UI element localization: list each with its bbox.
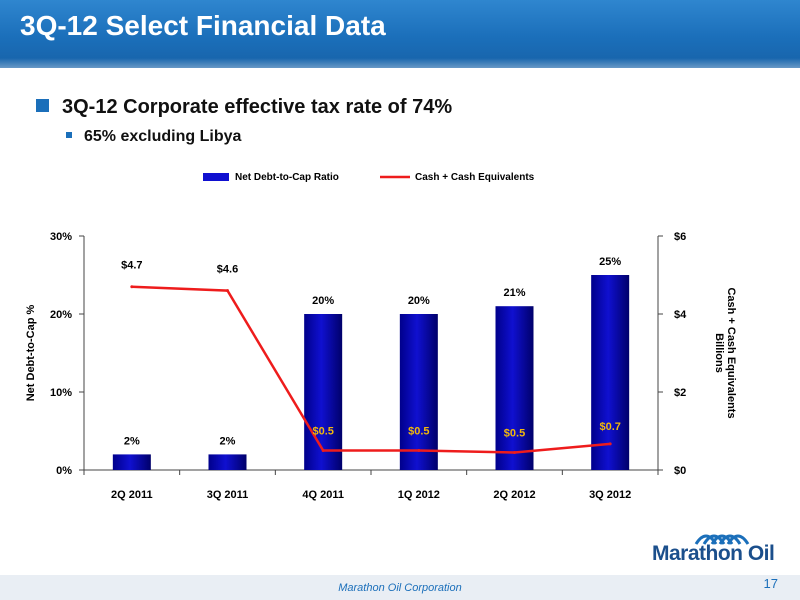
cash-value-label: $4.7 (121, 260, 142, 272)
x-tick-label: 3Q 2011 (207, 489, 249, 501)
footer-company: Marathon Oil Corporation (338, 582, 462, 594)
bar (495, 306, 534, 470)
x-tick-label: 2Q 2011 (111, 489, 153, 501)
bar (591, 275, 630, 470)
page-number: 17 (763, 576, 778, 591)
cash-point (321, 449, 325, 452)
y-right-tick-label: $2 (674, 387, 686, 399)
cash-value-label: $4.6 (217, 264, 238, 276)
y-left-tick-label: 0% (56, 465, 72, 477)
x-tick-label: 1Q 2012 (398, 489, 440, 501)
cash-point (130, 285, 134, 289)
y-right-axis-subtitle: Billions (713, 333, 725, 373)
legend-bar-label: Net Debt-to-Cap Ratio (235, 172, 339, 183)
title-bar-shine (0, 58, 800, 68)
x-tick-label: 3Q 2012 (589, 489, 631, 501)
bar (112, 454, 151, 470)
footer-band (0, 575, 800, 600)
bar (399, 314, 438, 470)
bullet-sub: 65% excluding Libya (66, 128, 241, 146)
y-left-tick-label: 10% (50, 387, 72, 399)
cash-value-label: $0.5 (504, 427, 525, 439)
bullet-small-square-icon (66, 132, 72, 138)
cash-point (417, 449, 421, 452)
x-tick-label: 2Q 2012 (493, 489, 535, 501)
y-right-tick-label: $0 (674, 465, 686, 477)
y-left-tick-label: 30% (50, 231, 72, 243)
cash-value-label: $0.7 (599, 421, 620, 433)
bar-value-label: 25% (599, 256, 621, 268)
bullet-sub-text: 65% excluding Libya (84, 128, 242, 145)
bullet-main-text: 3Q-12 Corporate effective tax rate of 74… (62, 96, 453, 118)
cash-point (608, 442, 612, 446)
bullet-main: 3Q-12 Corporate effective tax rate of 74… (36, 96, 452, 119)
x-tick-label: 4Q 2011 (302, 489, 344, 501)
legend-bar-swatch (203, 173, 229, 181)
page-title: 3Q-12 Select Financial Data (20, 10, 386, 41)
logo-waves-icon (694, 534, 750, 545)
y-left-tick-label: 20% (50, 309, 72, 321)
y-right-axis-title: Cash + Cash Equivalents (725, 287, 737, 418)
bar-value-label: 20% (408, 295, 430, 307)
combo-chart: 0% 10% 20% 30% $0 $2 $4 $6 2Q 2011 3Q 2011 4Q 2011… (25, 172, 737, 501)
cash-point (226, 289, 229, 293)
bar-value-label: 20% (312, 295, 334, 307)
bullet-square-icon (36, 99, 49, 112)
bar-value-label: 2% (220, 435, 236, 447)
cash-point (513, 450, 516, 454)
cash-value-label: $0.5 (312, 426, 333, 438)
logo-text: Marathon Oil (652, 542, 775, 565)
bar (304, 314, 343, 470)
bar (208, 454, 247, 470)
title-bar: 3Q-12 Select Financial Data (0, 0, 800, 68)
y-left-axis-title: Net Debt-to-Cap % (25, 305, 37, 402)
bar-value-label: 2% (124, 435, 140, 447)
legend-line-label: Cash + Cash Equivalents (415, 172, 535, 183)
marathon-oil-logo: Marathon Oil (652, 528, 782, 570)
y-right-tick-label: $6 (674, 231, 686, 243)
y-right-tick-label: $4 (674, 309, 687, 321)
cash-series-line (131, 285, 611, 454)
bar-value-label: 21% (503, 287, 525, 299)
cash-value-label: $0.5 (408, 426, 429, 438)
